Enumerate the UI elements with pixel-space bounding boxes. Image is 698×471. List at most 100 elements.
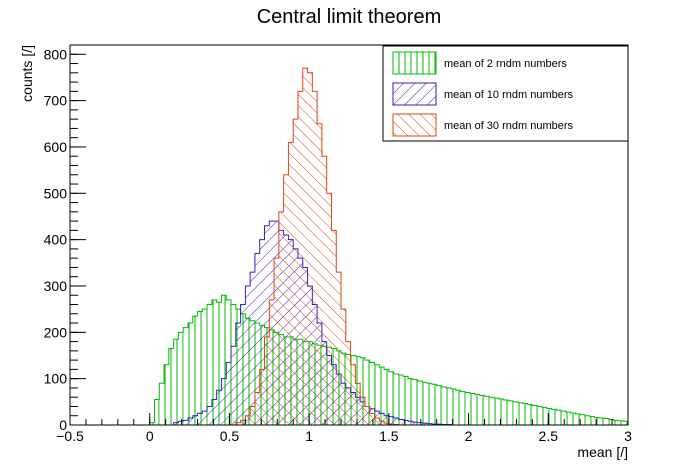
y-tick-label: 600 — [44, 139, 68, 155]
histogram-bar — [532, 405, 538, 425]
histogram-bar — [264, 225, 270, 425]
histogram-bar — [580, 414, 585, 425]
histogram-bar — [446, 387, 452, 425]
histogram-bar — [599, 418, 605, 425]
histogram-bar — [407, 421, 413, 425]
histogram-bar — [360, 357, 365, 425]
legend-swatch — [392, 82, 437, 106]
histogram-bar — [259, 239, 265, 425]
histogram-bar — [604, 418, 609, 425]
series-3 — [149, 67, 628, 426]
histogram-bar — [436, 385, 442, 425]
histogram-bar — [541, 407, 547, 425]
histogram-bar — [245, 415, 251, 425]
histogram-outline — [149, 294, 628, 425]
histogram-bar — [455, 390, 461, 425]
histogram-bar — [522, 403, 528, 425]
legend-item: mean of 30 rndm numbers — [392, 113, 574, 137]
histogram-bar — [561, 411, 566, 425]
histogram-bar — [297, 91, 303, 425]
histogram-bar — [513, 401, 518, 425]
histogram-bar — [470, 393, 475, 425]
histogram-bar — [226, 362, 232, 425]
histogram-bar — [183, 420, 188, 425]
histogram-bar — [207, 406, 212, 425]
histogram-bar — [178, 332, 184, 425]
histogram-bar — [321, 156, 327, 425]
legend-swatch — [392, 51, 437, 75]
histogram-bar — [312, 91, 318, 425]
histogram-bar — [202, 411, 208, 425]
histogram-bar — [556, 410, 562, 425]
histogram-bar — [412, 422, 418, 425]
y-axis-label: counts [/] — [19, 45, 35, 102]
histogram-bar — [398, 374, 404, 425]
histogram-bar — [221, 295, 227, 425]
x-tick-label: 0 — [146, 428, 154, 444]
y-axis: 0 100 200 300 400 500 600 700 800 — [44, 44, 86, 433]
histogram-bar — [302, 68, 308, 426]
histogram-bar — [393, 374, 399, 425]
histogram-bar — [427, 423, 432, 425]
histogram-bar — [369, 362, 375, 425]
histogram-bar — [508, 400, 514, 425]
x-tick-label: 0.5 — [220, 428, 240, 444]
histogram-bar — [269, 299, 275, 425]
histogram-bar — [235, 323, 241, 425]
histogram-bar — [379, 367, 385, 425]
histogram-bar — [584, 415, 590, 425]
histogram-bar — [317, 123, 322, 425]
histogram-bar — [307, 72, 313, 426]
histogram-bar — [164, 364, 169, 425]
chart-title: Central limit theorem — [257, 6, 442, 28]
histogram-bar — [341, 309, 346, 425]
histogram-bar — [207, 304, 212, 425]
histogram-bar — [173, 339, 179, 425]
histogram-bar — [422, 423, 428, 425]
histogram-bar — [211, 399, 217, 425]
legend-label: mean of 30 rndm numbers — [444, 120, 574, 132]
histogram-bar — [388, 371, 394, 425]
legend-item: mean of 2 rndm numbers — [392, 51, 567, 75]
histogram-bar — [489, 397, 495, 425]
histogram-bar — [274, 258, 279, 425]
histogram-bar — [594, 417, 600, 425]
histogram-bar — [422, 382, 428, 425]
histogram-bar — [551, 409, 557, 425]
histogram-bar — [254, 392, 260, 425]
histogram-bar — [364, 406, 370, 425]
histogram-bar — [326, 193, 332, 425]
histogram-bar — [240, 304, 246, 425]
histogram-bar — [168, 348, 174, 425]
histogram-bar — [250, 272, 255, 425]
histogram-bar — [379, 421, 385, 425]
histogram-bar — [197, 311, 203, 425]
histogram-bar — [173, 422, 179, 425]
histogram-bar — [221, 378, 227, 425]
histogram-bar — [546, 408, 552, 425]
histogram-bar — [369, 413, 375, 425]
histogram-bar — [417, 380, 423, 425]
histogram-bar — [283, 174, 289, 425]
histogram-bar — [623, 421, 628, 425]
histogram-bar — [384, 415, 389, 425]
histogram-bar — [235, 422, 241, 425]
histogram-bar — [388, 416, 394, 425]
histogram-bar — [245, 285, 251, 425]
histogram-bar — [278, 211, 284, 425]
histogram-bar — [216, 302, 222, 425]
histogram-bar — [149, 422, 155, 425]
histogram-bar — [474, 394, 480, 425]
histogram-bar — [154, 399, 160, 425]
y-tick-label: 700 — [44, 93, 68, 109]
histogram-bar — [211, 299, 217, 425]
histogram-bar — [187, 418, 193, 425]
y-tick-label: 300 — [44, 278, 68, 294]
histogram-bar — [479, 395, 485, 425]
histogram-bar — [494, 398, 499, 425]
histogram-bar — [250, 406, 255, 425]
histogram-bar — [498, 399, 504, 425]
histogram-bar — [192, 415, 198, 425]
histogram-bar — [575, 413, 581, 425]
